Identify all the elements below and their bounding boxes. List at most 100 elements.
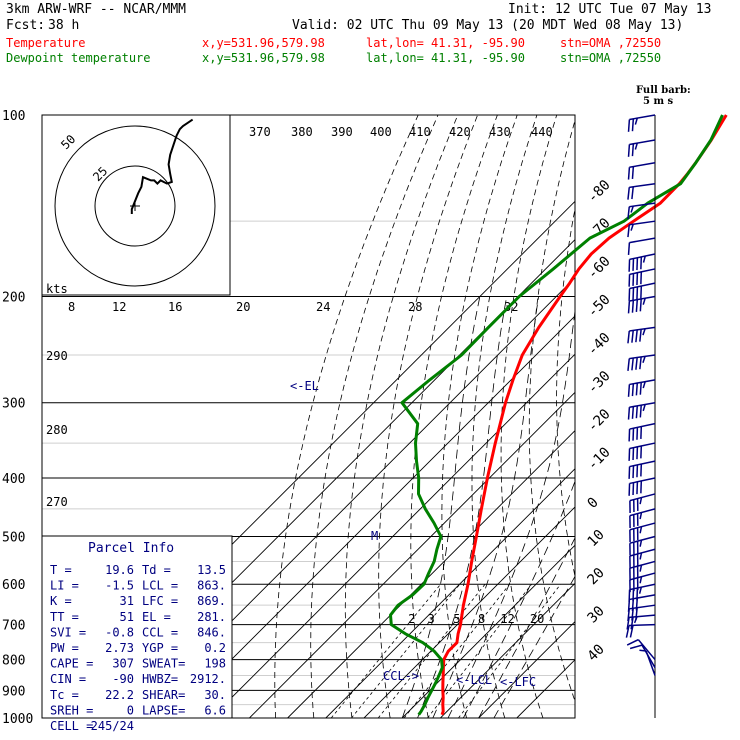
mixing-ratio-top-label: 16 [168,300,182,314]
hodograph-ring [54,125,216,287]
el-annotation: <-EL [290,379,319,393]
wind-barb [629,522,656,543]
mixing-ratio-label: 3 [428,612,435,626]
barb-staff [629,594,656,601]
moist-adiabat [447,307,575,718]
barb-flag [635,382,639,396]
mixing-ratio-line [351,583,461,718]
barb-flag [627,407,631,420]
dewpoint-legend-name: Dewpoint temperature [6,51,151,65]
moist-adiabat [462,480,575,718]
barb-staff [629,583,656,591]
isotherm-line [249,391,575,718]
theta-label: 410 [409,125,431,139]
pressure-tick-label: 400 [2,472,25,487]
parcel-info-value: 13.5 [197,563,226,577]
barb-staff [629,548,656,557]
barb-flag [629,644,643,650]
parcel-info-value: -1.5 [105,579,134,593]
isotherm-line [325,468,575,718]
init-time: Init: 12 UTC Tue 07 May 13 [508,2,712,17]
moist-adiabat [493,575,575,718]
mixing-ratio-label: 8 [478,612,485,626]
parcel-info-key: LFC = [142,594,178,608]
parcel-info-key: YGP = [142,641,178,655]
isotherm-label: 40 [585,641,608,664]
isotherm-line [440,582,575,718]
parcel-info-key: CCL = [142,625,178,639]
barb-flag [627,119,631,132]
forecast-hours: 38 h [48,18,80,33]
wind-barb [627,379,656,397]
barb-flag [627,330,630,344]
mixing-ratio-top-label: 8 [68,300,75,314]
parcel-info-value: -90 [112,672,134,686]
parcel-info-value: 19.6 [105,563,134,577]
parcel-info-value: 6.6 [204,703,226,717]
barb-flag [639,512,643,520]
barb-flag [631,406,635,419]
dry-adiabat [378,115,478,718]
barb-staff [628,623,656,627]
parcel-info-key: SREH = [50,703,93,717]
barb-flag [639,382,642,395]
pressure-tick-label: 900 [2,684,25,699]
dry-adiabat [471,115,538,718]
moist-adiabat [417,296,508,718]
barb-flag [626,617,630,630]
mixing-ratio-top-label: 24 [316,300,330,314]
barb-staff [629,422,656,430]
wind-barb [628,268,656,287]
barb-flag [639,526,643,534]
dry-adiabat-side-label: 270 [46,495,68,509]
barb-flag [627,358,630,371]
barb-flag [642,381,646,389]
dry-adiabat [528,118,575,703]
wind-barb [628,460,656,479]
parcel-info-key: PW = [50,641,79,655]
wind-barb [628,253,656,272]
dry-adiabat [706,115,740,718]
parcel-info-key: T = [50,563,72,577]
parcel-info-value: 2.73 [105,641,134,655]
barb-staff [629,460,656,468]
ccl-annotation: CCL-> [383,669,419,683]
wind-barb [627,162,656,180]
valid-time: Valid: 02 UTC Thu 09 May 13 (20 MDT Wed … [292,18,684,33]
barb-staff [629,379,656,386]
barb-flag [639,649,647,652]
barb-flag [630,224,634,231]
parcel-info-key: EL = [142,610,171,624]
dry-adiabat-side-label: 280 [46,423,68,437]
barb-flag [629,625,634,638]
wind-barb [629,508,656,528]
barb-flag [639,329,642,342]
barb-flag [627,300,631,314]
isotherm-line [134,277,575,718]
barb-flag [638,586,643,594]
barb-staff [629,139,656,146]
dry-adiabat [441,115,518,718]
barb-flag [642,404,646,412]
barb-flag [642,298,646,305]
isotherm-label: -10 [585,444,614,473]
temperature-legend-latlon: lat,lon= 41.31, -95.90 [366,36,525,50]
dewpoint-legend-xy: x,y=531.96,579.98 [202,51,325,65]
parcel-info-title: Parcel Info [88,541,174,556]
parcel-info-value: 30. [204,688,226,702]
parcel-info-value: 22.2 [105,688,134,702]
theta-label: 370 [249,125,271,139]
mixing-ratio-label: 2 [408,612,415,626]
isotherm-label: 10 [585,527,608,550]
parcel-info-key: SHEAR= [142,688,185,702]
wind-barb [627,139,656,157]
barb-staff [645,650,656,676]
barb-flag [631,143,635,157]
barb-flag [627,206,630,220]
parcel-info-key: CAPE = [50,657,93,671]
barb-flag [630,616,634,630]
isotherm-label: -30 [585,368,614,397]
hodograph-units: kts [46,282,68,296]
lfc-annotation: <-LFC [500,675,536,689]
barb-flag [642,255,646,263]
